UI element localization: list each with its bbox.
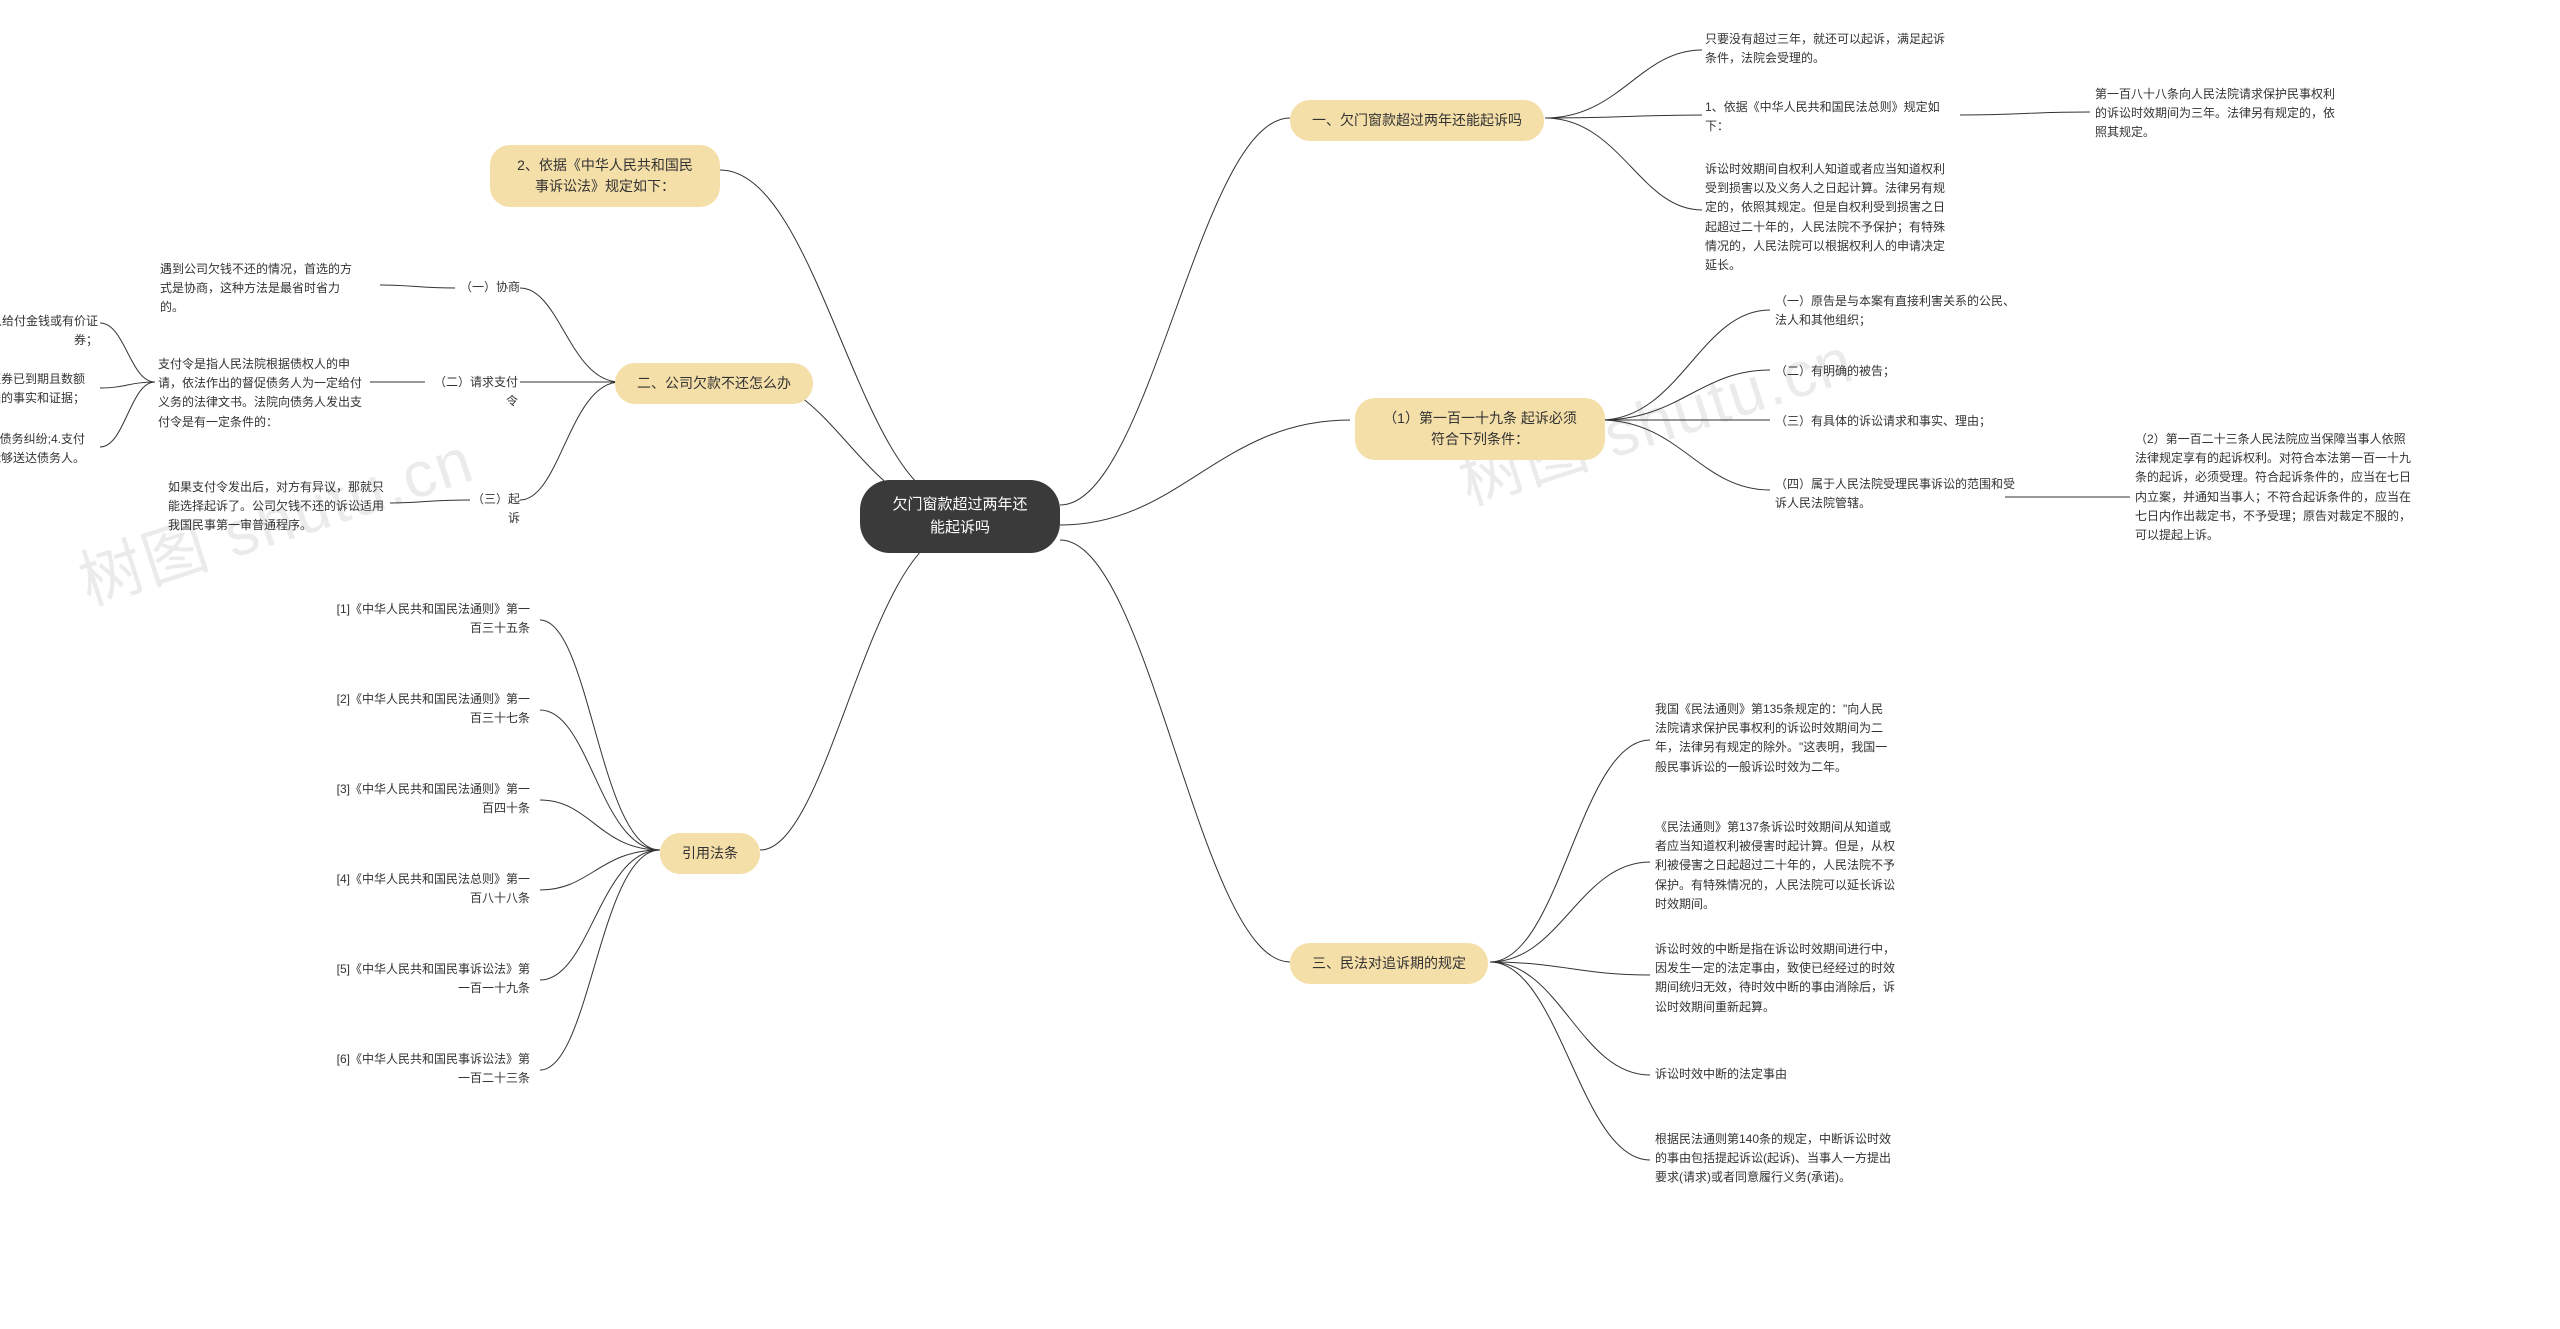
branch-l1[interactable]: 2、依据《中华人民共和国民事诉讼法》规定如下： [490, 145, 720, 207]
leaf-r1-1: 1、依据《中华人民共和国民法总则》规定如下： [1705, 98, 1945, 136]
leaf-l2-1-0-0: 1、请求债务人给付金钱或有价证券； [0, 312, 98, 350]
leaf-r3-3: 诉讼时效中断的法定事由 [1655, 1065, 1787, 1084]
branch-l3[interactable]: 引用法条 [660, 833, 760, 874]
branch-r2[interactable]: （1）第一百一十九条 起诉必须符合下列条件： [1355, 398, 1605, 460]
leaf-r2-1: （二）有明确的被告； [1775, 362, 1895, 381]
leaf-l3-1: [2]《中华人民共和国民法通则》第一百三十七条 [330, 690, 530, 728]
leaf-r3-1: 《民法通则》第137条诉讼时效期间从知道或者应当知道权利被侵害时起计算。但是，从… [1655, 818, 1895, 914]
center-node[interactable]: 欠门窗款超过两年还能起诉吗 [860, 480, 1060, 553]
connection-lines [0, 0, 2560, 1329]
leaf-l2-1-0-2: 3、债权人与债务人没有其他债务纠纷;4.支付令能够送达债务人。 [0, 430, 85, 468]
leaf-r3-4: 根据民法通则第140条的规定，中断诉讼时效的事由包括提起诉讼(起诉)、当事人一方… [1655, 1130, 1895, 1188]
branch-r1[interactable]: 一、欠门窗款超过两年还能起诉吗 [1290, 100, 1544, 141]
leaf-r2-3-0: （2）第一百二十三条人民法院应当保障当事人依照法律规定享有的起诉权利。对符合本法… [2135, 430, 2415, 545]
leaf-l2-2-0: 如果支付令发出后，对方有异议，那就只能选择起诉了。公司欠钱不还的诉讼适用我国民事… [168, 478, 388, 536]
leaf-l3-2: [3]《中华人民共和国民法通则》第一百四十条 [330, 780, 530, 818]
leaf-l2-1-0: 支付令是指人民法院根据债权人的申请，依法作出的督促债务人为一定给付义务的法律文书… [158, 355, 373, 432]
leaf-l2-0-0: 遇到公司欠钱不还的情况，首选的方式是协商，这种方法是最省时省力的。 [160, 260, 360, 318]
branch-l2[interactable]: 二、公司欠款不还怎么办 [615, 363, 813, 404]
leaf-r2-3: （四）属于人民法院受理民事诉讼的范围和受诉人民法院管辖。 [1775, 475, 2015, 513]
leaf-r2-0: （一）原告是与本案有直接利害关系的公民、法人和其他组织； [1775, 292, 2015, 330]
leaf-r1-0: 只要没有超过三年，就还可以起诉，满足起诉条件，法院会受理的。 [1705, 30, 1945, 68]
branch-r3[interactable]: 三、民法对追诉期的规定 [1290, 943, 1488, 984]
leaf-l2-1-0-1: 2、请求给付的金钱或有价证券已到期且数额确定，并写明了请求所根据的事实和证据； [0, 370, 85, 408]
leaf-r1-1-0: 第一百八十八条向人民法院请求保护民事权利的诉讼时效期间为三年。法律另有规定的，依… [2095, 85, 2335, 143]
leaf-r1-2: 诉讼时效期间自权利人知道或者应当知道权利受到损害以及义务人之日起计算。法律另有规… [1705, 160, 1945, 275]
leaf-l2-2: （三）起诉 [465, 490, 520, 528]
leaf-l2-1: （二）请求支付令 [428, 373, 518, 411]
leaf-l3-3: [4]《中华人民共和国民法总则》第一百八十八条 [330, 870, 530, 908]
leaf-r2-2: （三）有具体的诉讼请求和事实、理由； [1775, 412, 1991, 431]
leaf-r3-0: 我国《民法通则》第135条规定的："向人民法院请求保护民事权利的诉讼时效期间为二… [1655, 700, 1895, 777]
leaf-l2-0: （一）协商 [460, 278, 520, 297]
leaf-l3-5: [6]《中华人民共和国民事诉讼法》第一百二十三条 [330, 1050, 530, 1088]
leaf-r3-2: 诉讼时效的中断是指在诉讼时效期间进行中，因发生一定的法定事由，致使已经经过的时效… [1655, 940, 1895, 1017]
leaf-l3-0: [1]《中华人民共和国民法通则》第一百三十五条 [330, 600, 530, 638]
leaf-l3-4: [5]《中华人民共和国民事诉讼法》第一百一十九条 [330, 960, 530, 998]
